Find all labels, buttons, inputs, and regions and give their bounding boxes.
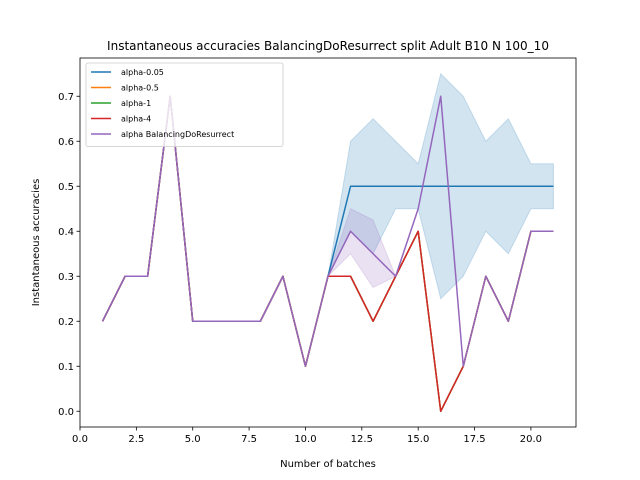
x-tick-label: 17.5: [463, 434, 485, 445]
x-tick-label: 5.0: [185, 434, 201, 445]
x-axis-title: Number of batches: [280, 459, 376, 470]
x-tick-label: 2.5: [128, 434, 144, 445]
y-tick-label: 0.0: [58, 407, 74, 418]
y-tick-label: 0.5: [58, 182, 74, 193]
x-tick-label: 0.0: [72, 434, 88, 445]
legend-label-4: alpha BalancingDoResurrect: [121, 130, 234, 139]
y-tick-label: 0.3: [58, 272, 74, 283]
legend-label-2: alpha-1: [121, 99, 151, 108]
x-tick-label: 12.5: [351, 434, 373, 445]
legend-box: [85, 62, 284, 147]
y-tick-label: 0.4: [58, 227, 74, 238]
y-tick-label: 0.2: [58, 317, 74, 328]
plot-area: [101, 72, 554, 412]
legend-label-1: alpha-0.5: [121, 84, 159, 93]
axes: 0.0 2.5 5.0 7.5 10.0 12.5 15.0 17.5 20.0 0.0 0.1 0.…: [58, 92, 542, 445]
y-tick-label: 0.6: [58, 137, 74, 148]
x-tick-label: 15.0: [407, 434, 429, 445]
y-tick-label: 0.1: [58, 362, 74, 373]
chart-title: Instantaneous accuracies BalancingDoResu…: [107, 39, 549, 53]
legend-label-3: alpha-4: [121, 115, 151, 124]
y-tick-label: 0.7: [58, 92, 74, 103]
plot-frame: [79, 57, 577, 428]
legend-label-0: alpha-0.05: [121, 68, 164, 77]
legend: alpha-0.05 alpha-0.5 alpha-1 alpha-4 alpha B…: [85, 62, 284, 147]
series-line-4: [101, 95, 554, 367]
x-tick-label: 20.0: [520, 434, 542, 445]
x-tick-label: 10.0: [294, 434, 316, 445]
x-tick-label: 7.5: [241, 434, 257, 445]
y-axis-title: Instantaneous accuracies: [31, 179, 42, 307]
